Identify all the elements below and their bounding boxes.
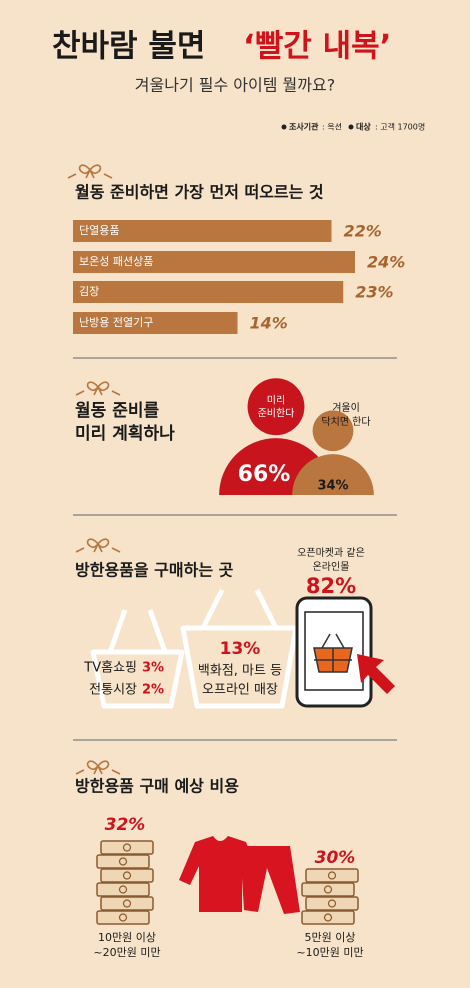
source-label: 조사기관	[289, 122, 319, 132]
bill	[100, 896, 154, 911]
person-body	[292, 454, 374, 495]
cost-label: 10만원 이상	[98, 931, 156, 944]
decoration	[75, 760, 121, 775]
basket-icon	[90, 609, 185, 709]
shop-label: 백화점, 마트 등	[198, 664, 282, 679]
bill	[96, 910, 150, 925]
decoration	[67, 164, 113, 179]
pajama-icon	[179, 836, 300, 914]
bullet	[281, 124, 287, 130]
bar	[73, 281, 344, 303]
bill-mark	[327, 899, 337, 908]
bullet	[348, 124, 354, 130]
bill-mark	[327, 871, 337, 880]
bar-label: 보온성 패션상품	[79, 255, 153, 268]
title: 찬바람 불면	[52, 29, 205, 65]
source: 조사기관 : 옥션 대상 : 고객 1700명	[281, 122, 425, 132]
source-label: 대상	[356, 122, 371, 132]
shop-label: TV홈쇼핑	[83, 661, 137, 676]
value-label: 23%	[355, 283, 393, 302]
bar-label: 난방용 전열기구	[79, 316, 153, 329]
bill	[305, 868, 359, 883]
value-label: 3%	[142, 661, 164, 676]
bill-mark	[122, 871, 132, 880]
decoration	[75, 381, 121, 396]
value-label: 82%	[306, 574, 356, 598]
bill-mark	[118, 913, 128, 922]
bar-label: 단열용품	[79, 224, 119, 237]
bill	[100, 840, 154, 855]
option-label: 닥치면 한다	[321, 416, 370, 428]
subtitle: 겨울나기 필수 아이템 뭘까요?	[135, 76, 335, 95]
value-label: 13%	[220, 639, 261, 659]
shop-label: 온라인몰	[313, 561, 350, 573]
cost-label: ~10만원 미만	[296, 946, 363, 959]
bill	[301, 882, 355, 897]
bar	[73, 220, 332, 242]
value-label: 34%	[317, 479, 348, 494]
bill	[305, 896, 359, 911]
value-label: 22%	[344, 222, 382, 241]
cost-label: ~20만원 미만	[93, 946, 160, 959]
section-title: 방한용품을 구매하는 곳	[75, 561, 234, 580]
section-title: 월동 준비를	[75, 401, 159, 421]
option-label: 준비한다	[258, 408, 295, 420]
title-highlight: ‘빨간 내복’	[243, 29, 391, 65]
section-title: 방한용품 구매 예상 비용	[75, 777, 239, 796]
bill-mark	[118, 857, 128, 866]
value-label: 14%	[250, 314, 288, 333]
value-label: 66%	[238, 462, 291, 487]
shop-label: 전통시장	[89, 683, 137, 698]
value-label: 30%	[315, 848, 356, 868]
bill	[96, 882, 150, 897]
money-stack	[96, 840, 154, 925]
source-value: : 고객 1700명	[375, 122, 425, 132]
bill	[96, 854, 150, 869]
section-title: 월동 준비하면 가장 먼저 떠오르는 것	[75, 183, 324, 202]
cost-label: 5만원 이상	[305, 931, 356, 944]
section-title: 미리 계획하나	[75, 424, 175, 444]
bill-mark	[323, 913, 333, 922]
bar-label: 김장	[79, 285, 99, 298]
value-label: 32%	[105, 815, 146, 835]
value-label: 24%	[367, 253, 405, 272]
bill-mark	[122, 899, 132, 908]
shop-label: 오픈마켓과 같은	[297, 547, 365, 559]
option-label: 겨울이	[332, 402, 360, 414]
source-value: : 옥션	[322, 122, 342, 132]
person-head	[312, 410, 354, 452]
shop-label: 오프라인 매장	[202, 683, 278, 698]
person-head	[247, 378, 305, 436]
option-label: 미리	[267, 395, 285, 407]
bill-mark	[323, 885, 333, 894]
bill	[301, 910, 355, 925]
bar	[73, 312, 238, 334]
money-stack	[301, 868, 359, 925]
bar	[73, 251, 355, 273]
basket-icon	[180, 588, 299, 709]
decoration	[75, 538, 121, 553]
bill	[100, 868, 154, 883]
bill-mark	[122, 843, 132, 852]
bill-mark	[118, 885, 128, 894]
phone-icon	[295, 596, 395, 708]
value-label: 2%	[142, 683, 164, 698]
